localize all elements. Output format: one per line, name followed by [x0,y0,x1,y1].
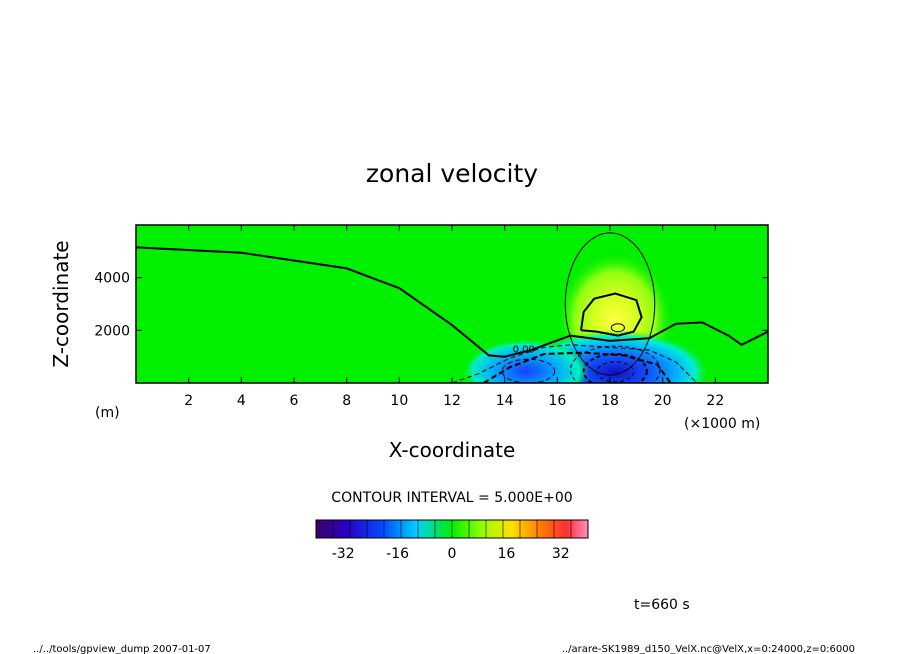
x-tick-label: 12 [443,393,461,409]
x-tick-label: 6 [290,393,299,409]
plot-area: 0.00 [136,225,768,383]
colorbar-tick-label: 32 [552,546,570,562]
colorbar-tick-label: 16 [497,546,515,562]
colorbar-tick-label: -32 [332,546,355,562]
y-axis-title: Z-coordinate [49,240,73,367]
footer-left-note: ../../tools/gpview_dump 2007-01-07 [33,644,211,654]
contour-positive-15 [610,323,625,333]
zero-contour [136,246,768,358]
y-tick-label: 2000 [94,323,130,339]
x-tick-label: 4 [237,393,246,409]
x-axis-title: X-coordinate [389,438,516,462]
x-tick-label: 16 [548,393,566,409]
colorbar-ticks: -32 -16 0 16 32 [332,546,570,562]
contour-negative-15 [570,345,661,383]
time-label: t=660 s [634,597,690,613]
y-axis: 2000 4000 [94,271,768,339]
x-tick-label: 2 [184,393,193,409]
y-tick-label: 4000 [94,271,130,287]
x-tick-label: 14 [496,393,514,409]
x-tick-label: 18 [601,393,619,409]
x-axis: 2 4 6 8 10 12 14 16 18 20 22 [184,225,724,409]
colorbar-tick-label: 0 [448,546,457,562]
x-tick-label: 8 [342,393,351,409]
contour-negative-25 [596,361,635,383]
contour-interval-label: CONTOUR INTERVAL = 5.000E+00 [331,490,572,506]
y-unit-label: (m) [95,405,120,421]
contour-negative-20 [582,353,648,383]
contour-positive-5 [564,232,656,376]
x-tick-label: 10 [390,393,408,409]
x-tick-label: 20 [654,393,672,409]
chart-title: zonal velocity [366,159,538,188]
colorbar-segments [332,520,572,538]
contour-positive-10 [580,292,643,337]
contour-label: 0.00 [513,345,535,356]
contour-negative-10 [483,351,672,383]
x-tick-label: 22 [706,393,724,409]
x-unit-label: (×1000 m) [684,416,760,432]
contour-negative-lobe [501,358,556,383]
colorbar: -32 -16 0 16 32 [315,519,589,562]
footer-right-note: ../arare-SK1989_d150_VelX.nc@VelX,x=0:24… [562,644,855,654]
colorbar-tick-label: -16 [386,546,409,562]
